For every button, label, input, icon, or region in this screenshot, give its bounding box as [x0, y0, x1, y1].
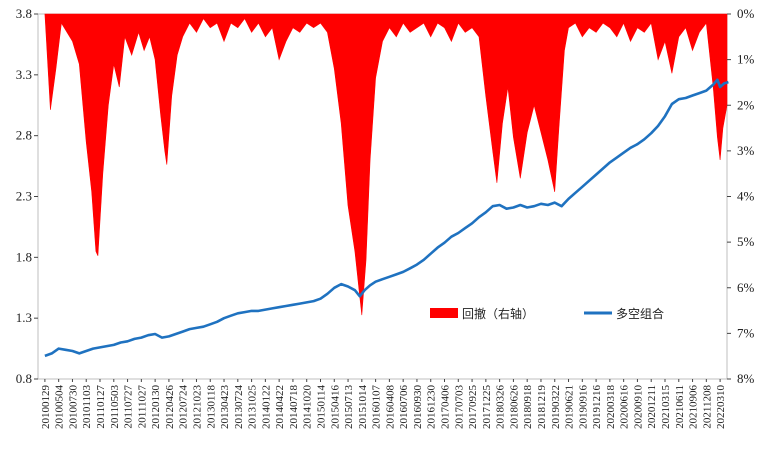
y-right-tick-label: 5% — [737, 234, 755, 249]
x-tick-label: 20160107 — [371, 385, 383, 430]
x-tick-label: 20171225 — [481, 384, 493, 429]
x-tick-label: 20150713 — [343, 385, 355, 430]
x-tick-label: 20220310 — [715, 385, 727, 430]
y-right-tick-label: 4% — [737, 189, 755, 204]
y-right-tick-label: 8% — [737, 371, 755, 386]
y-right-tick-label: 6% — [737, 280, 755, 295]
x-tick-label: 20200616 — [619, 385, 631, 430]
legend-label-drawdown: 回撤（右轴） — [462, 306, 534, 321]
x-tick-label: 20190916 — [577, 385, 589, 430]
plot-frame — [37, 13, 728, 380]
long-short-line-layer — [44, 78, 729, 358]
x-tick-label: 20120426 — [164, 385, 176, 430]
x-tick-label: 20180918 — [522, 385, 534, 430]
x-tick-label: 20140718 — [288, 385, 300, 430]
legend-label-long-short: 多空组合 — [616, 306, 664, 321]
y-right-tick-label: 7% — [737, 325, 755, 340]
x-tick-label: 20130423 — [219, 385, 231, 430]
x-tick-label: 20190621 — [564, 385, 576, 429]
x-tick-label: 20181219 — [536, 385, 548, 430]
axis-layer: 0.8 1.3 1.8 2.3 2.8 3.3 3.8 0% 1% 2% 3% 4% 5% 6% 7% 8% 2… — [16, 6, 755, 429]
x-tick-label: 20160408 — [384, 385, 396, 430]
x-tick-label: 20131025 — [247, 385, 259, 430]
x-tick-label: 20200318 — [605, 385, 617, 430]
x-tick-label: 20121023 — [191, 385, 203, 430]
x-tick-label: 20110127 — [95, 385, 107, 429]
x-tick-label: 20111027 — [136, 385, 148, 429]
x-tick-label: 20141020 — [302, 385, 314, 430]
x-tick-label: 20110727 — [123, 385, 135, 429]
x-tick-label: 20200910 — [632, 385, 644, 430]
x-tick-label: 20201211 — [646, 385, 658, 429]
legend: 回撤（右轴） 多空组合 — [430, 306, 664, 321]
y-left-tick-label: 0.8 — [16, 371, 32, 386]
x-tick-label: 20151014 — [357, 385, 369, 430]
x-tick-label: 20120130 — [150, 385, 162, 430]
x-tick-label: 20140422 — [274, 385, 286, 429]
x-tick-label: 20210315 — [660, 385, 672, 430]
y-right-tick-label: 2% — [737, 97, 755, 112]
x-tick-label: 20100129 — [40, 385, 52, 430]
x-tick-label: 20170703 — [453, 385, 465, 430]
y-left-tick-label: 1.8 — [16, 249, 32, 264]
x-tick-label: 20150114 — [315, 385, 327, 429]
x-tick-label: 20211208 — [701, 385, 713, 429]
x-tick-label: 20101103 — [81, 385, 93, 429]
x-tick-label: 20210611 — [674, 385, 686, 429]
x-tick-label: 20130724 — [233, 385, 245, 430]
x-tick-label: 20150416 — [329, 385, 341, 430]
x-tick-label: 20161230 — [426, 385, 438, 430]
x-tick-label: 20120724 — [178, 385, 190, 430]
x-tick-label: 20130118 — [205, 385, 217, 429]
x-tick-label: 20160706 — [398, 385, 410, 430]
long-short-line — [44, 78, 729, 358]
drawdown-area-layer — [44, 13, 728, 316]
legend-swatch-drawdown — [430, 308, 458, 318]
x-tick-label: 20170925 — [467, 385, 479, 430]
x-tick-label: 20140122 — [260, 385, 272, 429]
x-tick-label: 20180326 — [495, 385, 507, 430]
y-right-tick-label: 1% — [737, 52, 755, 67]
x-tick-label: 20210906 — [688, 385, 700, 430]
y-left-tick-label: 2.8 — [16, 128, 32, 143]
x-tick-label: 20191216 — [591, 385, 603, 430]
x-tick-label: 20180626 — [508, 385, 520, 430]
x-tick-label: 20100504 — [54, 385, 66, 430]
x-tick-label: 20100730 — [67, 385, 79, 430]
x-tick-label: 20170406 — [440, 385, 452, 430]
x-tick-label: 20110503 — [109, 385, 121, 429]
grid-layer — [37, 13, 728, 380]
y-left-tick-label: 3.8 — [16, 6, 32, 21]
y-left-tick-label: 2.3 — [16, 189, 32, 204]
y-right-tick-label: 3% — [737, 143, 755, 158]
y-right-tick-label: 0% — [737, 6, 755, 21]
y-left-tick-label: 3.3 — [16, 67, 32, 82]
x-tick-label: 20190322 — [550, 385, 562, 429]
drawdown-area — [44, 13, 728, 316]
x-tick-label: 20160930 — [412, 385, 424, 430]
y-left-tick-label: 1.3 — [16, 310, 32, 325]
